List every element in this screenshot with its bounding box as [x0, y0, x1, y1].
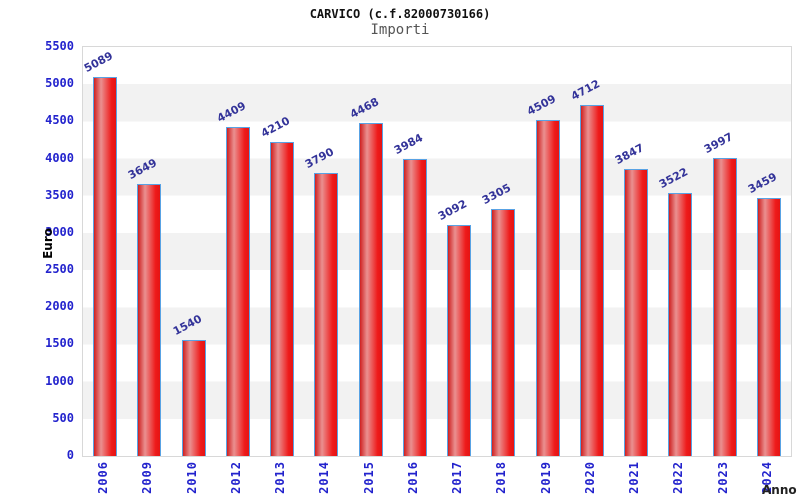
bar-value-label: 3305	[479, 181, 514, 207]
bar-value-label: 3984	[391, 131, 426, 157]
bar-value-label: 4210	[258, 114, 293, 140]
x-tick-label: 2010	[185, 461, 199, 494]
y-tick-label: 3500	[45, 188, 74, 202]
y-tick-label: 2000	[45, 299, 74, 313]
bar-2013	[270, 142, 294, 456]
bar-2010	[182, 340, 206, 456]
chart-title: CARVICO (c.f.82000730166)	[309, 7, 491, 21]
y-tick-label: 2500	[45, 262, 74, 276]
x-tick-label: 2018	[494, 461, 508, 494]
bar-2012	[226, 127, 250, 456]
bar-value-label: 4712	[568, 77, 603, 103]
y-axis-title: Euro	[41, 228, 55, 259]
bar-2022	[668, 193, 692, 456]
chart-subtitle: Importi	[370, 22, 430, 38]
x-tick-label: 2009	[140, 461, 154, 494]
bar-value-label: 5089	[81, 49, 116, 75]
y-tick-label: 3000	[45, 225, 74, 239]
bar-value-label: 3847	[612, 141, 647, 167]
bar-value-label: 3522	[656, 165, 691, 191]
x-tick-label: 2023	[716, 461, 730, 494]
x-tick-label: 2012	[229, 461, 243, 494]
x-tick-label: 2006	[96, 461, 110, 494]
plot-area: 5089 3649 1540 4409 4210 3790 4468 3984 3092 3305…	[82, 46, 792, 457]
y-tick-label: 1000	[45, 374, 74, 388]
x-tick-label: 2021	[627, 461, 641, 494]
bar-2015	[359, 123, 383, 456]
bar-2014	[314, 173, 338, 456]
x-tick-label: 2020	[583, 461, 597, 494]
bar-value-label: 3649	[125, 156, 160, 182]
bar-2017	[447, 225, 471, 456]
x-axis-title: Anno	[762, 483, 797, 497]
bar-2021	[624, 169, 648, 456]
bar-value-label: 4468	[347, 95, 382, 121]
bar-value-label: 3997	[701, 130, 736, 156]
x-tick-label: 2019	[539, 461, 553, 494]
bar-value-label: 4509	[524, 92, 559, 118]
x-tick-label: 2014	[317, 461, 331, 494]
y-tick-label: 4500	[45, 113, 74, 127]
bar-2016	[403, 159, 427, 456]
y-tick-label: 4000	[45, 151, 74, 165]
bar-value-label: 3790	[302, 145, 337, 171]
bar-value-label: 1540	[170, 312, 205, 338]
y-tick-label: 1500	[45, 336, 74, 350]
x-tick-label: 2022	[671, 461, 685, 494]
bar-value-label: 4409	[214, 99, 249, 125]
y-tick-label: 5500	[45, 39, 74, 53]
x-tick-label: 2013	[273, 461, 287, 494]
bar-2023	[713, 158, 737, 456]
bar-2020	[580, 105, 604, 456]
bar-value-label: 3092	[435, 197, 470, 223]
x-tick-label: 2015	[362, 461, 376, 494]
y-tick-label: 5000	[45, 76, 74, 90]
bar-2018	[491, 209, 515, 456]
y-tick-label: 500	[52, 411, 74, 425]
bar-value-label: 3459	[745, 170, 780, 196]
y-tick-label: 0	[66, 448, 74, 462]
bar-2009	[137, 184, 161, 456]
x-tick-label: 2016	[406, 461, 420, 494]
bar-2006	[93, 77, 117, 456]
x-tick-label: 2017	[450, 461, 464, 494]
bar-2024	[757, 198, 781, 456]
bar-2019	[536, 120, 560, 456]
